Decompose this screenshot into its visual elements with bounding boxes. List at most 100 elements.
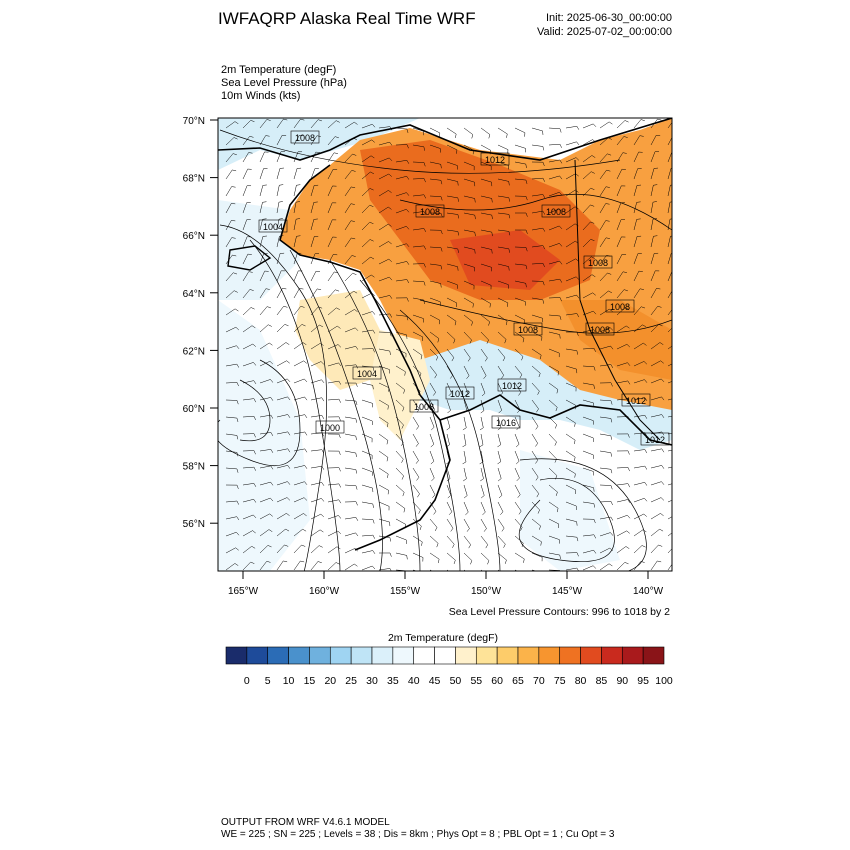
svg-text:1000: 1000: [320, 423, 340, 433]
colorbar-swatch: [350, 646, 373, 665]
colorbar-swatch: [225, 646, 248, 665]
colorbar-swatch: [642, 646, 665, 665]
isobar-label: 1008: [541, 204, 571, 218]
colorbar-label: 75: [554, 675, 566, 687]
colorbar-label: 60: [491, 675, 503, 687]
southwest-mild-area: [295, 290, 380, 390]
colorbar-label: 100: [655, 675, 673, 687]
isobar-contours: [218, 129, 672, 571]
svg-text:1012: 1012: [485, 155, 505, 165]
isobar-label: 1012: [621, 393, 651, 407]
isobar-label: 1012: [640, 432, 670, 446]
svg-text:1012: 1012: [645, 435, 665, 445]
svg-text:1008: 1008: [295, 133, 315, 143]
colorbar-label: 10: [283, 675, 295, 687]
chart-title: IWFAQRP Alaska Real Time WRF: [218, 9, 476, 28]
isobar-label: 1004: [258, 219, 288, 233]
lon-tick-label: 160°W: [309, 586, 340, 597]
longitude-axis: 165°W 160°W 155°W 150°W 145°W 140°W: [228, 571, 664, 597]
colorbar-label: 40: [408, 675, 420, 687]
isobar-label: 1008: [583, 255, 613, 269]
lat-tick-label: 62°N: [183, 346, 205, 357]
colorbar-swatch: [288, 646, 310, 665]
isobar-label: 1012: [445, 386, 475, 400]
isobar-label: 1008: [585, 322, 615, 336]
hot-core-area: [450, 230, 560, 290]
svg-text:1012: 1012: [502, 381, 522, 391]
colorbar-label: 45: [429, 675, 441, 687]
cold-arctic-area: [218, 118, 420, 170]
colorbar-swatch: [538, 646, 561, 665]
colorbar-swatch: [580, 646, 602, 665]
svg-text:1012: 1012: [626, 396, 646, 406]
isobar-label: 1008: [605, 299, 635, 313]
lat-tick-label: 68°N: [183, 174, 205, 185]
peninsula-mild-area: [370, 330, 430, 440]
isobar-label: 1016: [491, 415, 521, 429]
colorbar-label: 90: [616, 675, 628, 687]
colorbar-label: 80: [575, 675, 587, 687]
colorbar-label: 25: [345, 675, 357, 687]
isobar-label: 1008: [415, 204, 445, 218]
lon-tick-label: 140°W: [633, 586, 664, 597]
colorbar-swatch: [371, 646, 394, 665]
colorbar-swatch: [601, 646, 623, 665]
lat-tick-label: 58°N: [183, 462, 205, 473]
colorbar-swatch: [621, 646, 644, 665]
colorbar-label: 95: [637, 675, 649, 687]
cold-gulf-area: [520, 450, 620, 571]
svg-text:1008: 1008: [546, 207, 566, 217]
colorbar-title: 2m Temperature (degF): [387, 632, 499, 644]
colorbar-swatch: [309, 646, 331, 665]
isobar-labels: 1008 1012 1004 1008 1008 1008 1008 1008 1008 1004…: [258, 130, 670, 446]
colorbar-swatch: [496, 646, 519, 665]
field-label-pressure: Sea Level Pressure (hPa): [221, 77, 347, 89]
lon-tick-label: 145°W: [552, 586, 583, 597]
lat-tick-label: 56°N: [183, 519, 205, 530]
colorbar-label: 15: [304, 675, 316, 687]
init-time: Init: 2025-06-30_00:00:00: [546, 12, 672, 24]
colorbar-swatch: [517, 646, 540, 665]
valid-time: Valid: 2025-07-02_00:00:00: [537, 26, 672, 38]
colorbar-swatch: [413, 646, 435, 665]
colorbar-label: 50: [450, 675, 462, 687]
lat-tick-label: 70°N: [183, 116, 205, 127]
isobar-label: 1000: [315, 420, 345, 434]
isobar-label: 1008: [290, 130, 320, 144]
colorbar-swatch: [434, 646, 456, 665]
svg-text:1004: 1004: [263, 222, 283, 232]
colorbar-label: 85: [596, 675, 608, 687]
temperature-colorbar: 0 5 10 15 20 25 30 35 40 45 50 55 60 65 70 75 80 85 90 95 10…: [225, 646, 673, 687]
footer-model: OUTPUT FROM WRF V4.6.1 MODEL: [221, 817, 390, 828]
colorbar-label: 5: [265, 675, 271, 687]
colorbar-label: 55: [470, 675, 482, 687]
lon-tick-label: 150°W: [471, 586, 502, 597]
colorbar-swatch: [246, 646, 269, 665]
colorbar-swatch: [559, 646, 581, 665]
lon-tick-label: 155°W: [390, 586, 421, 597]
colorbar-label: 20: [324, 675, 336, 687]
colorbar-swatch: [267, 646, 289, 665]
border-line: [574, 159, 661, 441]
cold-sea-area: [218, 300, 310, 571]
field-label-winds: 10m Winds (kts): [221, 90, 301, 102]
lat-tick-label: 66°N: [183, 231, 205, 242]
colorbar-swatch: [392, 646, 415, 665]
isobar-label: 1012: [497, 378, 527, 392]
field-label-temperature: 2m Temperature (degF): [221, 64, 337, 76]
colorbar-swatch: [475, 646, 498, 665]
footer-settings: WE = 225 ; SN = 225 ; Levels = 38 ; Dis …: [221, 829, 615, 840]
colorbar-label: 30: [366, 675, 378, 687]
lat-tick-label: 60°N: [183, 404, 205, 415]
svg-text:1016: 1016: [496, 418, 516, 428]
map-frame: [217, 117, 673, 572]
svg-text:1008: 1008: [588, 258, 608, 268]
colorbar-label: 70: [533, 675, 545, 687]
svg-text:1008: 1008: [610, 302, 630, 312]
svg-text:1012: 1012: [450, 389, 470, 399]
colorbar-swatch: [455, 646, 477, 665]
isobar-label: 1008: [513, 322, 543, 336]
isobar-label: 1008: [409, 399, 439, 413]
svg-text:1008: 1008: [590, 325, 610, 335]
